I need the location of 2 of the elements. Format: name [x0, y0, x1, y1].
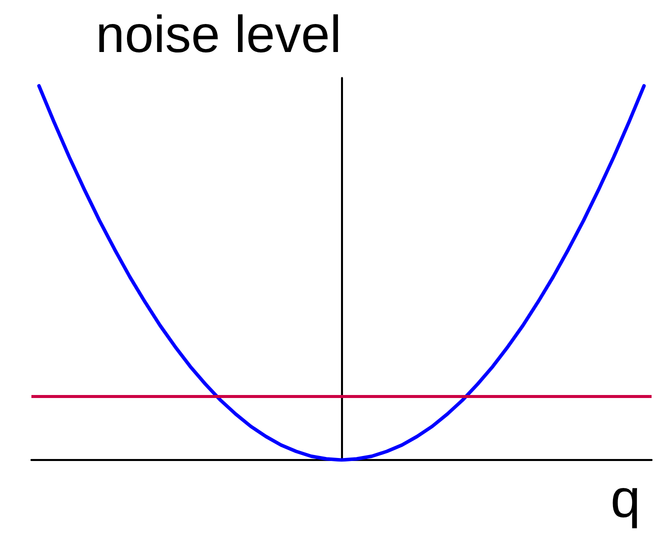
- y-axis-title: noise level: [96, 6, 342, 64]
- x-axis-title: q: [610, 469, 641, 529]
